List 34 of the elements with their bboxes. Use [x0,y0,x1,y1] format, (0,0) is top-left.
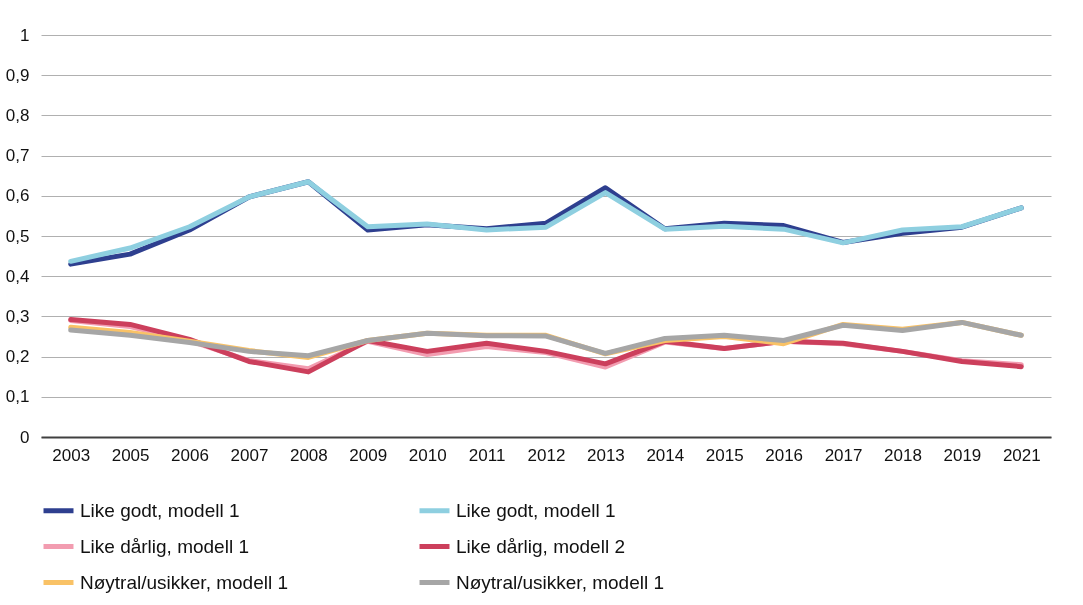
x-tick-label: 2015 [705,445,744,465]
y-tick-label: 0,3 [5,306,30,326]
x-tick-label: 2018 [884,445,922,465]
x-tick-label: 2021 [1002,445,1041,465]
x-tick-label: 2017 [824,445,863,465]
y-tick-label: 0,4 [5,266,30,286]
legend-label: Nøytral/usikker, modell 1 [80,571,289,593]
legend-label: Like dårlig, modell 1 [80,535,249,557]
y-tick-label: 0,5 [5,226,30,246]
x-tick-label: 2006 [171,445,209,465]
y-tick-label: 0,7 [5,146,30,166]
x-tick-label: 2014 [646,445,685,465]
legend-label: Nøytral/usikker, modell 1 [456,571,665,593]
y-tick-label: 0 [20,427,30,447]
y-tick-label: 0,9 [5,65,30,85]
x-tick-label: 2005 [111,445,150,465]
y-tick-label: 1 [20,25,30,45]
x-tick-label: 2008 [289,445,328,465]
legend-label: Like godt, modell 1 [80,499,240,521]
x-tick-label: 2009 [349,445,388,465]
y-tick-label: 0,2 [5,347,30,367]
x-tick-label: 2012 [527,445,566,465]
x-tick-label: 2010 [408,445,447,465]
y-tick-label: 0,6 [5,186,30,206]
y-tick-label: 0,1 [5,387,30,407]
y-tick-label: 0,8 [5,105,30,125]
x-tick-label: 2003 [52,445,91,465]
legend-label: Like godt, modell 1 [456,499,616,521]
legend-label: Like dårlig, modell 2 [456,535,625,557]
x-tick-label: 2016 [765,445,804,465]
x-tick-label: 2011 [468,445,506,465]
x-tick-label: 2007 [230,445,269,465]
x-tick-label: 2013 [587,445,625,465]
x-tick-label: 2019 [943,445,982,465]
